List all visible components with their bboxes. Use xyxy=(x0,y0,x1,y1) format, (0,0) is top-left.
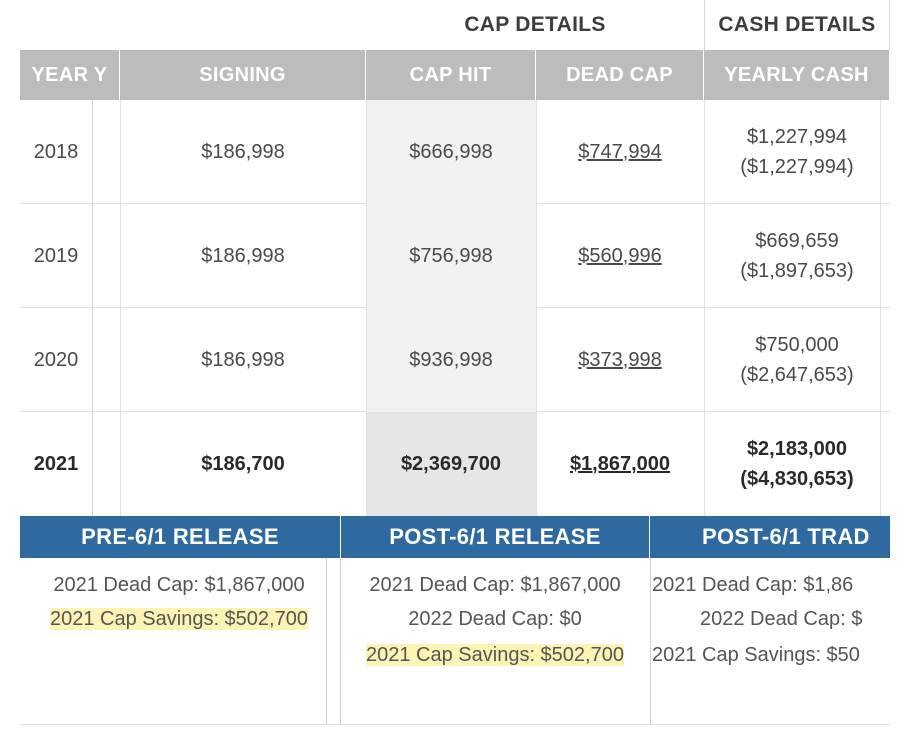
dead-cap-link[interactable]: $1,867,000 xyxy=(569,452,671,475)
post-trade-header[interactable]: POST-6/1 TRAD xyxy=(650,516,890,558)
year-cell: 2021 xyxy=(33,452,79,475)
trade-cap-savings-line: 2021 Cap Savings: $50 xyxy=(652,644,860,666)
dead-cap-header[interactable]: DEAD CAP xyxy=(536,50,704,100)
yearly-cash-value: $2,183,000 xyxy=(746,438,848,460)
yearly-cash-cell: $750,000 ($2,647,653) xyxy=(704,308,890,412)
yearly-cash-cell: $1,227,994 ($1,227,994) xyxy=(704,100,890,204)
yearly-cash-cell: $669,659 ($1,897,653) xyxy=(704,204,890,308)
yearly-cash-header[interactable]: YEARLY CASH xyxy=(704,50,890,100)
dead-cap-cell[interactable]: $560,996 xyxy=(536,204,704,308)
year-cell: 2020 xyxy=(33,348,79,371)
dead-cap-link[interactable]: $560,996 xyxy=(578,244,662,267)
cash-details-group-header: CASH DETAILS xyxy=(704,0,890,50)
dead-cap-link[interactable]: $747,994 xyxy=(578,140,662,163)
yearly-cash-value: $750,000 xyxy=(755,334,839,356)
signing-cell: $186,998 xyxy=(201,348,285,371)
cap-hit-cell: $666,998 xyxy=(366,100,536,204)
post-release-header[interactable]: POST-6/1 RELEASE xyxy=(341,516,649,558)
column-divider xyxy=(366,100,367,516)
signing-cell: $186,998 xyxy=(201,244,285,267)
cap-hit-header[interactable]: CAP HIT xyxy=(366,50,536,100)
year-header[interactable]: YEAR Y xyxy=(20,50,120,100)
year-column-divider xyxy=(92,100,93,516)
column-divider xyxy=(120,100,121,516)
cumulative-cash-value: ($1,897,653) xyxy=(740,260,854,282)
post-cap-savings-line: 2021 Cap Savings: $502,700 xyxy=(341,638,649,672)
column-divider xyxy=(704,100,705,516)
dead-cap-cell[interactable]: $747,994 xyxy=(536,100,704,204)
pre-release-header[interactable]: PRE-6/1 RELEASE xyxy=(20,516,340,558)
signing-cell: $186,700 xyxy=(201,452,285,475)
release-divider xyxy=(326,558,327,724)
yearly-cash-value: $1,227,994 xyxy=(746,126,848,148)
cap-hit-cell: $756,998 xyxy=(366,204,536,308)
signing-cell: $186,998 xyxy=(201,140,285,163)
pre-dead-cap-line: 2021 Dead Cap: $1,867,000 xyxy=(53,574,305,596)
year-cell: 2018 xyxy=(33,140,79,163)
bottom-divider xyxy=(20,724,890,725)
yearly-cash-cell: $2,183,000 ($4,830,653) xyxy=(704,412,890,516)
trade-dead-cap-line: 2021 Dead Cap: $1,86 xyxy=(652,574,854,596)
column-header-row xyxy=(20,50,890,100)
column-divider xyxy=(880,100,881,516)
cap-details-group-header: CAP DETAILS xyxy=(464,13,606,36)
cumulative-cash-value: ($4,830,653) xyxy=(740,468,854,490)
release-divider xyxy=(340,558,341,724)
post-dead-cap-line: 2021 Dead Cap: $1,867,000 xyxy=(369,574,621,596)
trade-dead-cap-2022-line: 2022 Dead Cap: $ xyxy=(700,608,863,630)
release-divider xyxy=(650,558,651,724)
signing-header[interactable]: SIGNING xyxy=(120,50,366,100)
cap-hit-cell: $936,998 xyxy=(366,308,536,412)
pre-cap-savings-highlight: 2021 Cap Savings: $502,700 xyxy=(50,608,308,630)
cumulative-cash-value: ($2,647,653) xyxy=(740,364,854,386)
post-cap-savings-highlight: 2021 Cap Savings: $502,700 xyxy=(366,644,624,666)
cap-hit-cell: $2,369,700 xyxy=(366,412,536,516)
dead-cap-link[interactable]: $373,998 xyxy=(578,348,662,371)
pre-cap-savings-line: 2021 Cap Savings: $502,700 xyxy=(20,602,338,636)
dead-cap-cell[interactable]: $373,998 xyxy=(536,308,704,412)
post-dead-cap-2022-line: 2022 Dead Cap: $0 xyxy=(408,608,582,630)
cumulative-cash-value: ($1,227,994) xyxy=(740,156,854,178)
column-divider xyxy=(536,100,537,516)
year-cell: 2019 xyxy=(33,244,79,267)
dead-cap-cell[interactable]: $1,867,000 xyxy=(536,412,704,516)
yearly-cash-value: $669,659 xyxy=(755,230,839,252)
